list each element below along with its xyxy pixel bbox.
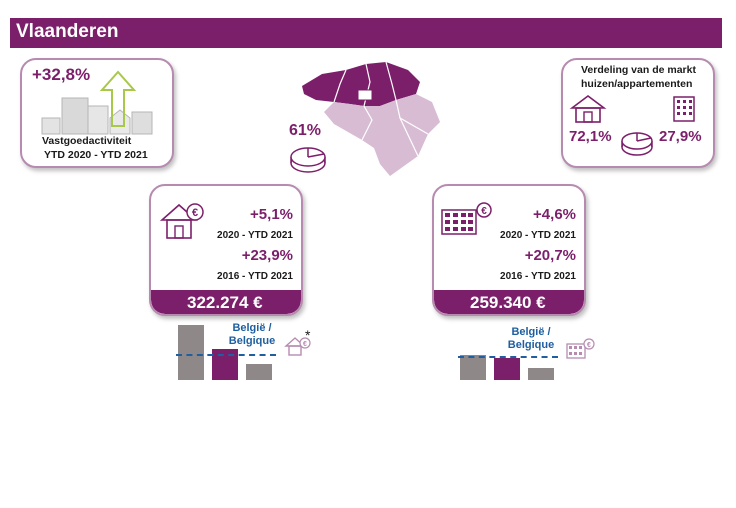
map-share: 61% xyxy=(289,122,322,139)
house-euro-icon: € xyxy=(284,337,311,356)
region-header: Vlaanderen xyxy=(10,18,722,48)
apartments-reference-label: België / Belgique xyxy=(506,326,556,352)
houses-change-short: +5,1% xyxy=(250,206,293,223)
svg-text:€: € xyxy=(192,207,198,219)
reference-line xyxy=(176,354,276,356)
chart-bar-grey xyxy=(528,368,554,380)
houses-share: 72,1% xyxy=(569,128,612,145)
chart-bar-grey xyxy=(178,325,204,380)
belgium-map xyxy=(302,61,440,176)
houses-period-short: 2020 - YTD 2021 xyxy=(217,230,293,241)
pie-chart-icon xyxy=(621,132,653,156)
houses-period-long: 2016 - YTD 2021 xyxy=(217,271,293,282)
svg-text:€: € xyxy=(587,342,591,349)
region-title: Vlaanderen xyxy=(16,21,119,42)
reference-label-line1: België / xyxy=(232,322,272,334)
activity-period: YTD 2020 - YTD 2021 xyxy=(44,149,148,161)
activity-change: +32,8% xyxy=(32,65,91,84)
svg-text:€: € xyxy=(303,341,307,348)
houses-price-comparison-chart xyxy=(176,318,276,380)
reference-label-line1: België / xyxy=(511,326,551,338)
chart-bar-grey xyxy=(246,364,272,380)
buildings-arrow-icon xyxy=(41,70,153,135)
houses-change-long: +23,9% xyxy=(241,247,293,264)
apartment-euro-icon: € xyxy=(566,338,595,359)
apartments-period-short: 2020 - YTD 2021 xyxy=(500,230,576,241)
activity-label: Vastgoedactiviteit xyxy=(42,135,132,147)
houses-reference-label: België / Belgique xyxy=(227,322,277,348)
houses-card: € +5,1% 2020 - YTD 2021 +23,9% 2016 - YT… xyxy=(149,184,303,316)
apartments-change-short: +4,6% xyxy=(533,206,576,223)
pie-chart-icon xyxy=(290,147,326,173)
house-icon xyxy=(569,95,607,123)
apartments-change-long: +20,7% xyxy=(524,247,576,264)
apartment-building-icon xyxy=(673,96,695,122)
reference-line xyxy=(458,356,558,358)
market-split-subtitle: huizen/appartementen xyxy=(581,78,693,90)
reference-label-line2: Belgique xyxy=(507,339,555,351)
house-euro-icon: € xyxy=(159,203,204,239)
chart-bar-purple xyxy=(494,358,520,380)
svg-text:€: € xyxy=(481,206,487,217)
apartments-period-long: 2016 - YTD 2021 xyxy=(500,271,576,282)
apartments-price-comparison-chart xyxy=(458,318,558,380)
reference-label-line2: Belgique xyxy=(228,335,276,347)
activity-card: +32,8% Vastgoedactiviteit YTD 2020 - YTD… xyxy=(20,58,174,168)
market-split-card: Verdeling van de markt huizen/appartemen… xyxy=(561,58,715,168)
market-split-title: Verdeling van de markt xyxy=(581,64,696,76)
apartments-card: € +4,6% 2020 - YTD 2021 +20,7% 2016 - YT… xyxy=(432,184,586,316)
footnote-asterisk: * xyxy=(305,327,311,343)
apartments-price-value: 259.340 € xyxy=(470,293,546,312)
apartments-price: 259.340 € xyxy=(434,290,584,314)
houses-price: 322.274 € xyxy=(151,290,301,314)
houses-price-value: 322.274 € xyxy=(187,293,263,312)
apartment-euro-icon: € xyxy=(441,202,492,235)
apartments-share: 27,9% xyxy=(659,128,702,145)
chart-bar-grey xyxy=(460,355,486,380)
